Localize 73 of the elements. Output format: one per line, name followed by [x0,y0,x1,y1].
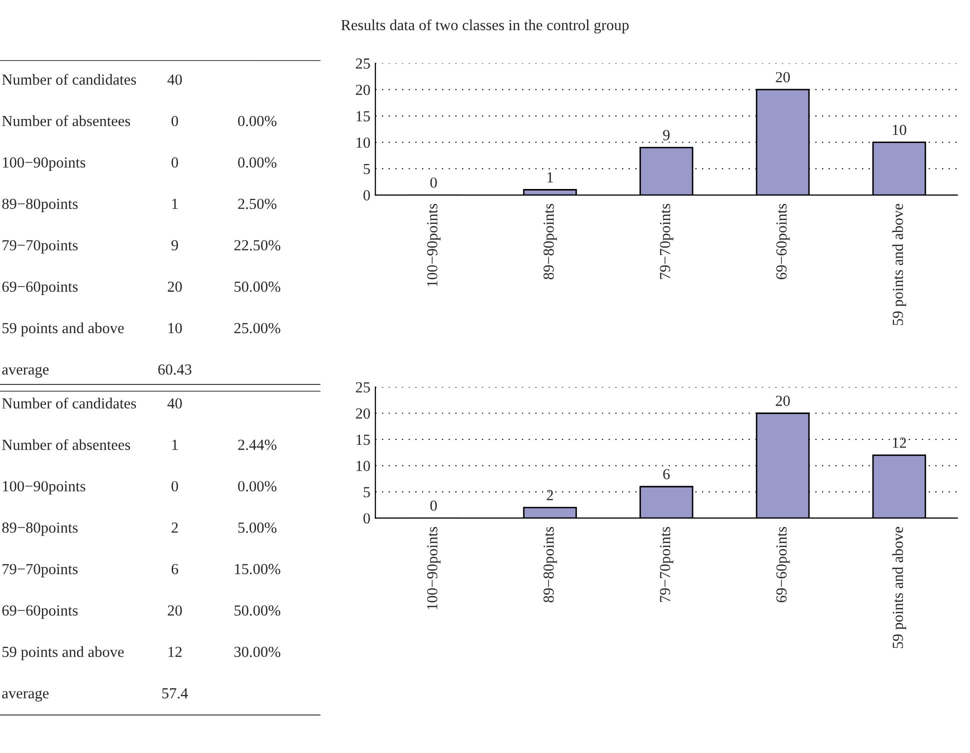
text: 1 [172,440,178,450]
x-tick-label: 69−60points [776,204,790,280]
text: 2 [172,522,178,533]
text: 0 [172,481,178,492]
y-tick-label: 20 [356,408,370,419]
text: 57.4 [162,688,188,699]
text: 0 [172,116,178,126]
text: Number of candidates [2,74,136,85]
text: 59 points and above [2,322,124,336]
y-tick-label: 10 [356,137,370,148]
data-label: 20 [776,72,790,82]
text: 0 [172,157,178,168]
x-tick-label: 79−70points [660,204,674,279]
x-tick-label: 59 points and above [892,526,906,648]
text: 40 [167,398,182,409]
text: 59 points and above [2,646,124,660]
text: 100−90points [2,157,86,171]
data-label: 12 [892,438,906,448]
text: average [2,690,49,702]
text: 0.00% [238,481,276,492]
x-tick-label: 59 points and above [892,204,906,326]
text: 40 [167,74,182,85]
text: 50.00% [234,605,280,616]
text: 25.00% [234,322,280,334]
data-label: 0 [430,500,437,511]
y-tick-label: 15 [356,434,370,445]
y-tick-label: 25 [356,382,370,392]
data-label: 10 [892,124,906,136]
x-tick-label: 100−90points [427,526,441,610]
text: 2.44% [238,440,276,450]
y-tick-label: 20 [356,84,370,96]
data-label: 0 [430,177,437,188]
text: 60.43 [158,364,192,375]
y-tick-label: 15 [356,111,370,122]
text: 1 [172,198,178,209]
y-tick-label: 25 [356,58,370,69]
text: 69−60points [2,282,78,295]
text: 10 [168,322,182,334]
y-tick-label: 10 [356,460,370,472]
data-label: 1 [548,172,553,182]
text: 0.00% [238,116,276,126]
text: 6 [172,564,178,574]
x-tick-label: 89−80points [544,204,557,280]
data-label: 6 [663,469,670,480]
text: 30.00% [234,646,280,658]
x-tick-label: 100−90points [427,204,441,286]
text: Number of absentees [2,115,130,126]
text: 50.00% [234,282,280,292]
y-tick-label: 0 [363,513,370,524]
y-tick-label: 5 [364,487,370,498]
y-tick-label: 0 [363,190,370,200]
text: Results data of two classes in the control group [341,19,629,34]
text: 20 [168,282,182,292]
x-tick-label: 79−70points [660,526,674,602]
x-tick-label: 89−80points [544,526,557,602]
text: 12 [168,646,182,657]
data-label: 9 [663,130,670,140]
text: average [2,366,49,378]
text: Number of candidates [2,398,136,409]
text: 100−90points [2,481,86,494]
text: 0.00% [238,157,276,168]
text: 22.50% [234,240,280,250]
x-tick-label: 69−60points [776,526,790,602]
text: 5.00% [238,522,276,533]
text: Number of absentees [2,439,130,450]
text: 2.50% [238,198,276,210]
text: 9 [171,240,178,250]
text: 69−60points [2,605,78,619]
data-label: 20 [776,396,790,406]
y-tick-label: 5 [364,164,370,174]
text: 20 [168,605,182,616]
data-label: 2 [546,490,553,500]
text: 15.00% [235,564,280,574]
